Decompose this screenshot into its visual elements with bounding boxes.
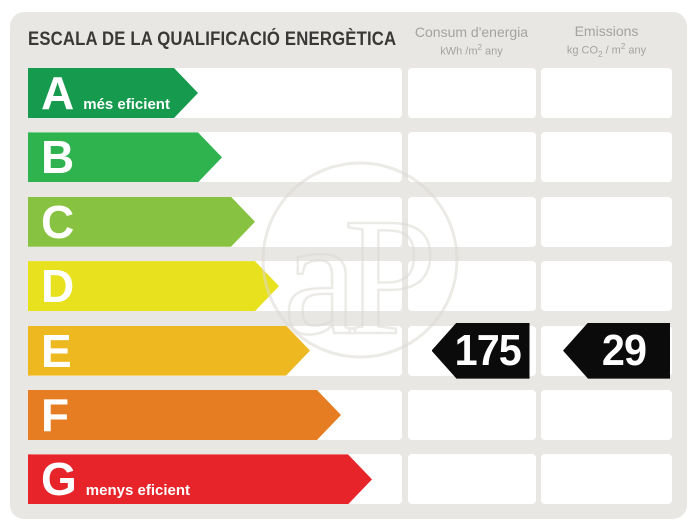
rating-letter-g: G	[41, 453, 77, 506]
rating-arrow-c: C	[28, 197, 255, 247]
rating-arrow-d: D	[28, 261, 279, 311]
emissions-cell-d	[541, 261, 672, 312]
consum-cell-c	[407, 196, 536, 247]
scale-cell-c: C	[28, 196, 402, 247]
rating-letter-a: A	[41, 67, 75, 119]
emissions-cell-g	[541, 454, 672, 505]
rating-arrow-e: E	[28, 326, 310, 376]
scale-row-d: D	[28, 261, 672, 312]
consum-column-title: Consum d'energia	[414, 24, 529, 41]
scale-row-c: C	[28, 196, 672, 247]
column-header-emissions: Emissions kg CO2 / m2 any	[541, 21, 672, 59]
emissions-column-unit: kg CO2 / m2 any	[566, 42, 647, 59]
scale-row-b: B	[28, 132, 672, 183]
emissions-cell-e: 29	[541, 322, 672, 379]
efficiency-label-g: menys eficient	[85, 482, 190, 500]
consum-cell-a	[407, 68, 536, 118]
emissions-rating-value: 29	[601, 325, 647, 375]
scale-cell-d: D	[28, 261, 402, 312]
column-header-consum: Consum d'energia kWh /m2 any	[408, 22, 536, 58]
scale-cell-e: E	[28, 325, 402, 376]
consum-column-unit: kWh /m2 any	[440, 43, 503, 58]
emissions-column-title: Emissions	[574, 23, 639, 40]
emissions-cell-a	[541, 68, 672, 118]
scale-row-e: E 175 29	[28, 322, 672, 379]
scale-cell-f: F	[28, 389, 402, 440]
emissions-rating-badge: 29	[563, 322, 670, 379]
emissions-cell-f	[541, 389, 672, 440]
emissions-cell-b	[541, 132, 672, 183]
rating-panel: ESCALA DE LA QUALIFICACIÓ ENERGÈTICA Con…	[10, 12, 687, 519]
rating-letter-d: D	[41, 260, 75, 313]
header-row: ESCALA DE LA QUALIFICACIÓ ENERGÈTICA Con…	[28, 12, 672, 68]
rating-letter-e: E	[41, 324, 72, 377]
consum-cell-f	[407, 389, 536, 440]
rating-arrow-f: F	[28, 390, 341, 440]
rating-letter-c: C	[41, 195, 75, 248]
consum-cell-e: 175	[407, 322, 536, 379]
consum-cell-g	[407, 454, 536, 505]
consum-cell-b	[407, 132, 536, 183]
rating-letter-f: F	[41, 388, 70, 441]
emissions-cell-c	[541, 196, 672, 247]
page-title: ESCALA DE LA QUALIFICACIÓ ENERGÈTICA	[28, 29, 397, 50]
scale-cell-b: B	[28, 132, 402, 183]
consum-cell-d	[407, 261, 536, 312]
consum-rating-badge: 175	[431, 322, 530, 379]
consum-rating-value: 175	[454, 325, 522, 375]
rating-letter-b: B	[41, 131, 75, 184]
scale-row-f: F	[28, 389, 672, 440]
efficiency-label-a: més eficient	[83, 96, 170, 113]
rating-arrow-b: B	[28, 132, 222, 182]
